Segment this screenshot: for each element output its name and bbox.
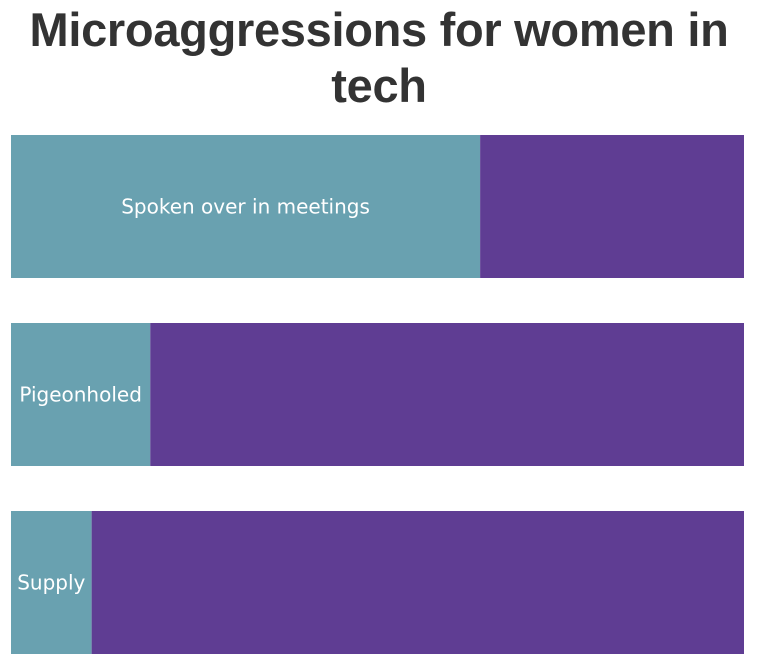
bar-segment-2-2: [150, 323, 744, 466]
chart-title: Microaggressions for women in tech: [29, 3, 729, 112]
bar-segment-2-1: [11, 323, 151, 466]
bar-label-2: Pigeonholed: [19, 383, 142, 407]
bar-segment-3-2: [91, 511, 744, 654]
bar-label-3: Supply: [17, 571, 85, 595]
bar-segment-3-1: [11, 511, 92, 654]
bar-segment-1-1: [11, 135, 481, 278]
bar-label-1: Spoken over in meetings: [121, 195, 370, 219]
bar-segment-1-2: [480, 135, 744, 278]
